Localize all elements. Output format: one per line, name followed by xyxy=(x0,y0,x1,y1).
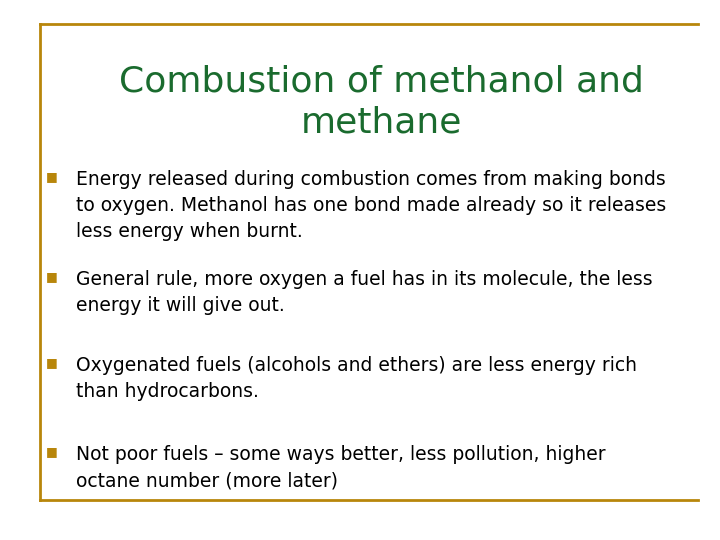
Text: Energy released during combustion comes from making bonds
to oxygen. Methanol ha: Energy released during combustion comes … xyxy=(76,170,666,241)
Text: ■: ■ xyxy=(46,270,58,283)
Text: Oxygenated fuels (alcohols and ethers) are less energy rich
than hydrocarbons.: Oxygenated fuels (alcohols and ethers) a… xyxy=(76,356,636,401)
Text: ■: ■ xyxy=(46,170,58,183)
Text: ■: ■ xyxy=(46,446,58,458)
Text: ■: ■ xyxy=(46,356,58,369)
Text: General rule, more oxygen a fuel has in its molecule, the less
energy it will gi: General rule, more oxygen a fuel has in … xyxy=(76,270,652,315)
Text: Combustion of methanol and
methane: Combustion of methanol and methane xyxy=(120,65,644,139)
Text: Not poor fuels – some ways better, less pollution, higher
octane number (more la: Not poor fuels – some ways better, less … xyxy=(76,446,606,490)
